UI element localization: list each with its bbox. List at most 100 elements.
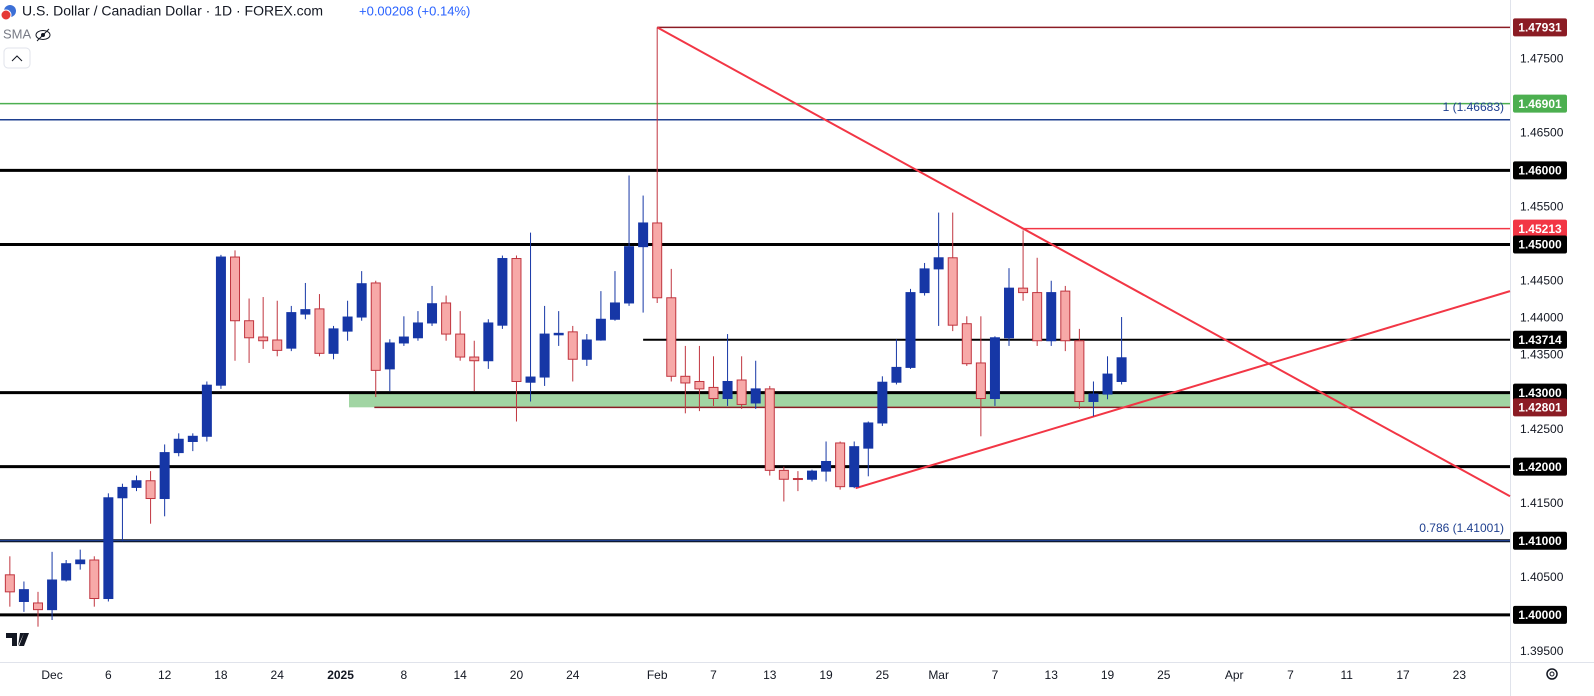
x-tick-label: 14: [453, 668, 467, 682]
candle-body: [891, 366, 902, 383]
candle-body: [159, 452, 170, 500]
x-tick-label: 13: [763, 668, 777, 682]
price-label-bg: [1513, 18, 1567, 37]
candle-body: [370, 282, 381, 371]
candle-body: [778, 469, 789, 480]
x-tick-label: 8: [401, 668, 408, 682]
candle-body: [32, 602, 43, 611]
level-note: 1 (1.46683): [1443, 100, 1504, 114]
candle-body: [18, 589, 29, 602]
candle-body: [553, 332, 564, 336]
price-label-bg: [1513, 235, 1567, 254]
candle-body: [638, 222, 649, 248]
candle-body: [4, 574, 15, 593]
candle-body: [75, 559, 86, 565]
y-tick-label: 1.41500: [1520, 496, 1564, 510]
x-tick-label: 19: [819, 668, 833, 682]
collapse-button[interactable]: [3, 47, 31, 69]
candle-body: [117, 486, 128, 499]
candle-body: [1018, 287, 1029, 294]
x-tick-label: 18: [214, 668, 228, 682]
collapse-icon: [11, 55, 23, 62]
price-label-bg: [1513, 383, 1567, 402]
candle-body: [47, 579, 58, 611]
candle-body: [525, 376, 536, 383]
hide-icon[interactable]: [35, 28, 51, 42]
candle-body: [342, 316, 353, 332]
chart-title: U.S. Dollar / Canadian Dollar · 1D · FOR…: [22, 3, 323, 19]
candle-body: [1060, 290, 1071, 342]
support-zone: [349, 392, 1510, 408]
candle-body: [201, 384, 212, 437]
candle-body: [652, 222, 663, 299]
price-label: 1.46901: [1518, 97, 1562, 111]
candle-body: [314, 308, 325, 354]
candle-body: [863, 422, 874, 449]
price-label-bg: [1513, 605, 1567, 624]
price-label: 1.42801: [1518, 401, 1562, 415]
flag-icon: [0, 9, 12, 21]
candle-body: [877, 381, 888, 424]
x-tick-label: 13: [1045, 668, 1059, 682]
price-label: 1.47931: [1518, 21, 1562, 35]
candle-body: [1088, 393, 1099, 402]
settings-button[interactable]: [1546, 668, 1558, 680]
level-note: 0.786 (1.41001): [1419, 521, 1504, 535]
y-tick-label: 1.40500: [1520, 570, 1564, 584]
candle-body: [1046, 292, 1057, 342]
y-tick-label: 1.46500: [1520, 126, 1564, 140]
candle-body: [933, 257, 944, 270]
price-label: 1.45213: [1518, 222, 1562, 236]
indicator-label: SMA: [3, 26, 32, 41]
candle-body: [905, 292, 916, 368]
candle-body: [694, 380, 705, 390]
candle-body: [567, 331, 578, 360]
header: U.S. Dollar / Canadian Dollar · 1D · FOR…: [0, 3, 470, 69]
price-label-bg: [1513, 457, 1567, 476]
y-tick-label: 1.39500: [1520, 644, 1564, 658]
y-tick-label: 1.42500: [1520, 422, 1564, 436]
candle-body: [272, 339, 283, 351]
candle-body: [975, 362, 986, 400]
candle-body: [1116, 357, 1127, 382]
candle-body: [736, 379, 747, 405]
x-tick-label: 2025: [327, 668, 354, 682]
candle-body: [666, 297, 677, 377]
x-tick-label: 19: [1101, 668, 1115, 682]
candle-body: [1032, 292, 1043, 342]
candle-body: [469, 356, 480, 362]
x-tick-label: Feb: [647, 668, 668, 682]
candle-body: [412, 322, 423, 339]
x-tick-label: 7: [1287, 668, 1294, 682]
trendline: [855, 290, 1511, 490]
candle-body: [230, 256, 241, 322]
x-tick-label: 20: [510, 668, 524, 682]
candle-body: [483, 322, 494, 362]
candle-body: [286, 312, 297, 349]
x-tick-label: 24: [566, 668, 580, 682]
candle-body: [398, 336, 409, 344]
y-tick-label: 1.43500: [1520, 348, 1564, 362]
candle-body: [764, 388, 775, 471]
candle-body: [300, 309, 311, 315]
candle-body: [722, 380, 733, 400]
price-label-bg: [1513, 161, 1567, 180]
y-tick-label: 1.45500: [1520, 200, 1564, 214]
candle-body: [919, 268, 930, 294]
candle-body: [595, 318, 606, 341]
candle-body: [328, 328, 339, 354]
price-label-bg: [1513, 94, 1567, 113]
plot: 1 (1.46683) 0.786 (1.41001): [0, 26, 1511, 627]
candle-body: [624, 246, 635, 304]
candle-body: [215, 256, 226, 386]
x-tick-label: Apr: [1225, 668, 1244, 682]
candle-body: [961, 323, 972, 365]
price-label-bg: [1513, 398, 1567, 417]
x-tick-label: 6: [105, 668, 112, 682]
candle-body: [581, 339, 592, 360]
candle-body: [1004, 287, 1015, 339]
candle-body: [258, 336, 269, 342]
x-tick-label: 7: [710, 668, 717, 682]
